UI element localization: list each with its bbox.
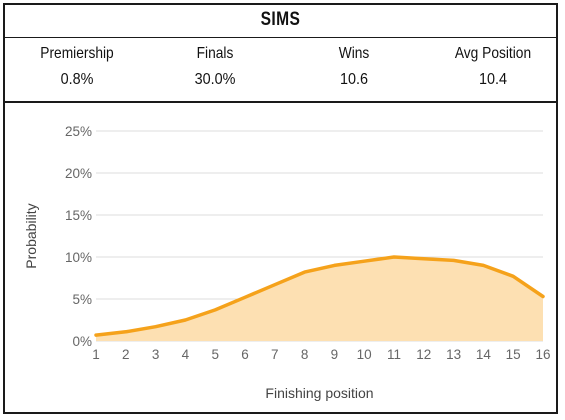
stat-value-avg-position: 10.4: [478, 71, 508, 88]
sims-card: SIMS Premiership 0.8% Finals 30.0% Wins …: [3, 3, 558, 414]
x-axis-title: Finishing position: [265, 385, 373, 401]
x-tick-label: 12: [416, 347, 431, 362]
probability-line: [94, 255, 545, 337]
x-tick-label: 13: [446, 347, 461, 362]
stat-finals: Finals 30.0%: [150, 45, 280, 89]
x-tick-label: 11: [387, 347, 401, 362]
stat-wins: Wins 10.6: [289, 45, 419, 89]
stat-premiership: Premiership 0.8%: [12, 45, 142, 89]
x-tick-label: 10: [357, 347, 372, 362]
y-tick-label: 0%: [72, 334, 92, 349]
x-tick-label: 16: [535, 347, 550, 362]
stat-label-finals: Finals: [196, 45, 234, 62]
x-tick-label: 2: [122, 347, 130, 362]
y-tick-label: 15%: [65, 208, 92, 223]
y-tick-labels: 0% 5% 10% 15% 20% 25%: [65, 124, 92, 349]
probability-chart: 0%5%10%15%20%25% 1 2 3 4 5 6 7 8 9 10 11 12 13 14 15 16…: [23, 124, 551, 401]
x-tick-label: 14: [476, 347, 492, 362]
stat-value-finals: 30.0%: [194, 71, 236, 88]
y-axis-title: Probability: [23, 203, 39, 268]
team-name: SIMS: [260, 9, 301, 30]
y-tick-label: 25%: [65, 124, 92, 139]
stats-header: SIMS Premiership 0.8% Finals 30.0% Wins …: [5, 5, 556, 103]
x-tick-label: 4: [182, 347, 190, 362]
x-tick-label: 1: [92, 347, 100, 362]
stat-label-avg-position: Avg Position: [454, 45, 532, 62]
title-divider: [5, 37, 556, 38]
x-tick-label: 5: [211, 347, 219, 362]
x-tick-labels: 1 2 3 4 5 6 7 8 9 10 11 12 13 14 15 16: [92, 347, 550, 362]
x-tick-label: 7: [271, 347, 279, 362]
x-tick-label: 9: [331, 347, 339, 362]
area-layer: [94, 255, 545, 341]
probability-area: [96, 257, 543, 341]
stat-label-wins: Wins: [338, 45, 370, 62]
x-tick-label: 3: [152, 347, 160, 362]
stat-avg-position: Avg Position 10.4: [428, 45, 558, 89]
y-tick-label: 5%: [72, 292, 92, 307]
y-tick-label: 20%: [65, 166, 92, 181]
y-tick-label: 10%: [65, 250, 92, 265]
x-tick-label: 15: [506, 347, 521, 362]
stat-value-premiership: 0.8%: [60, 71, 94, 88]
stat-value-wins: 10.6: [339, 71, 369, 88]
x-tick-label: 8: [301, 347, 309, 362]
stat-label-premiership: Premiership: [40, 45, 114, 62]
x-tick-label: 6: [241, 347, 249, 362]
